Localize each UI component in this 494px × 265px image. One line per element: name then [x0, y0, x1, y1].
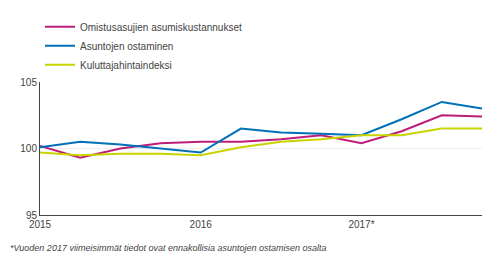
svg-text:2015: 2015: [29, 219, 52, 230]
svg-text:*Vuoden 2017 viimeisimmät tied: *Vuoden 2017 viimeisimmät tiedot ovat en…: [10, 243, 327, 253]
svg-text:Asuntojen ostaminen: Asuntojen ostaminen: [80, 41, 173, 52]
svg-text:Omistusasujien asumiskustannuk: Omistusasujien asumiskustannukset: [80, 22, 242, 33]
svg-text:Kuluttajahintaindeksi: Kuluttajahintaindeksi: [80, 60, 172, 71]
svg-text:95: 95: [26, 210, 38, 221]
svg-text:100: 100: [20, 143, 37, 154]
svg-text:2017*: 2017*: [348, 219, 374, 230]
svg-text:2016: 2016: [190, 219, 213, 230]
svg-text:105: 105: [20, 77, 37, 88]
